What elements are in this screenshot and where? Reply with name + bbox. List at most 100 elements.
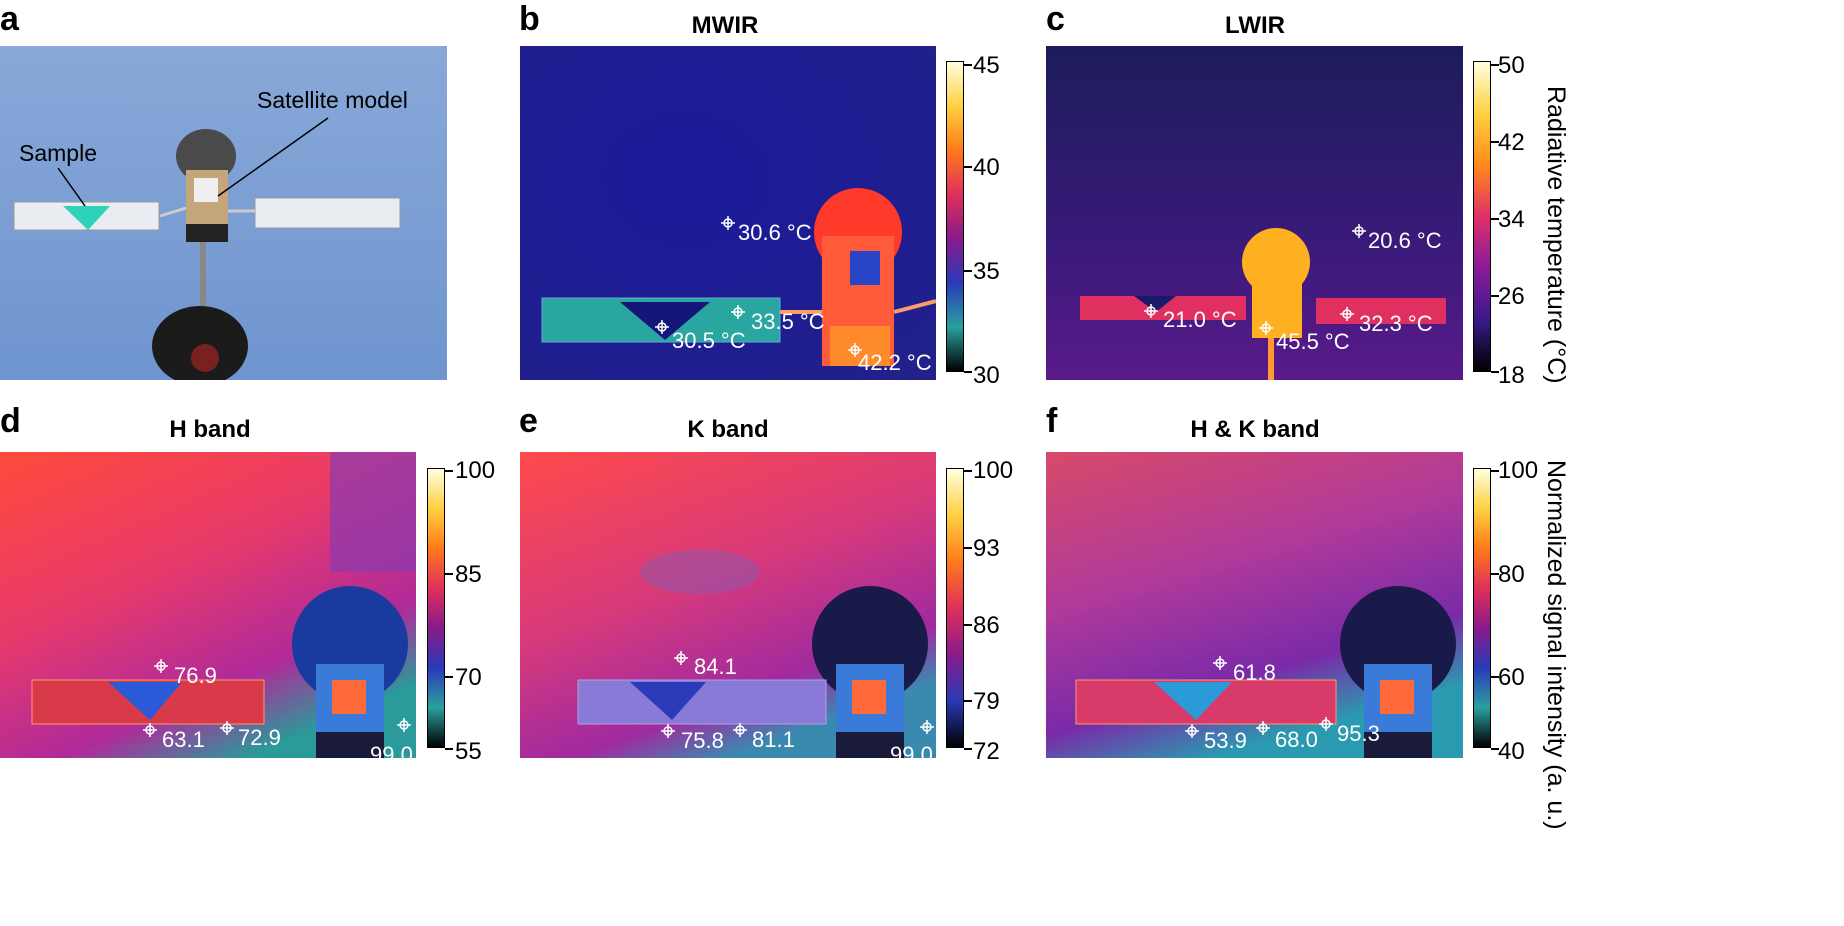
tick-label: 30	[973, 362, 1000, 389]
tick-mark	[964, 748, 972, 750]
value-annotation: 81.1	[752, 727, 795, 752]
tick-mark	[964, 547, 972, 549]
colorbar-h-band	[427, 468, 445, 748]
crosshair-icon	[1144, 304, 1158, 318]
crosshair-icon	[1340, 307, 1354, 321]
tick-mark	[964, 700, 972, 702]
tick-label: 86	[973, 612, 1000, 639]
colorbar-mwir	[946, 61, 964, 372]
value-annotation: 84.1	[694, 654, 737, 679]
tick-label: 72	[973, 738, 1000, 765]
tick-label: 34	[1498, 206, 1525, 233]
temp-annotation: 21.0 °C	[1163, 307, 1237, 332]
h-band-image	[0, 452, 416, 758]
colorbar-label-temperature: Radiative temperature (°C)	[1542, 86, 1570, 384]
tick-mark	[1491, 64, 1499, 66]
panel-title-c: LWIR	[1225, 12, 1285, 39]
crosshair-icon	[661, 724, 675, 738]
lwir-image	[1046, 46, 1463, 380]
tick-mark	[1491, 218, 1499, 220]
tick-label: 70	[455, 664, 482, 691]
tick-mark	[964, 371, 972, 373]
crosshair-icon	[143, 723, 157, 737]
temp-annotation: 30.6 °C	[738, 220, 812, 245]
panel-title-d: H band	[169, 416, 251, 443]
tick-mark	[1491, 573, 1499, 575]
crosshair-icon	[655, 320, 669, 334]
tick-mark	[1491, 676, 1499, 678]
tick-mark	[964, 470, 972, 472]
colorbar-label-signal: Normalized signal intensity (a. u.)	[1542, 460, 1570, 830]
crosshair-icon	[1256, 721, 1270, 735]
panel-label-b: b	[519, 0, 540, 38]
crosshair-icon	[397, 718, 411, 732]
crosshair-icon	[1213, 656, 1227, 670]
tick-label: 60	[1498, 664, 1525, 691]
crosshair-icon	[1352, 224, 1366, 238]
value-annotation: 68.0	[1275, 727, 1318, 752]
tick-mark	[445, 748, 453, 750]
tick-label: 40	[1498, 738, 1525, 765]
temp-annotation: 42.2 °C	[858, 350, 932, 375]
panel-label-e: e	[519, 402, 538, 440]
satellite-photo: Sample Satellite model	[0, 46, 447, 380]
colorbar-k-band	[946, 468, 964, 748]
panel-label-d: d	[0, 402, 21, 440]
value-annotation: 75.8	[681, 728, 724, 753]
tick-mark	[964, 270, 972, 272]
tick-label: 18	[1498, 362, 1525, 389]
tick-label: 79	[973, 688, 1000, 715]
tick-mark	[445, 470, 453, 472]
tick-label: 100	[455, 457, 496, 484]
tick-label: 40	[973, 154, 1000, 181]
value-annotation: 63.1	[162, 727, 205, 752]
tick-mark	[964, 166, 972, 168]
tick-label: 26	[1498, 283, 1525, 310]
tick-label: 45	[973, 52, 1000, 79]
tick-mark	[1491, 470, 1499, 472]
crosshair-icon	[731, 305, 745, 319]
crosshair-icon	[154, 659, 168, 673]
tick-mark	[445, 676, 453, 678]
panel-title-e: K band	[687, 416, 769, 443]
crosshair-icon	[674, 651, 688, 665]
tick-mark	[964, 64, 972, 66]
value-annotation: 61.8	[1233, 660, 1276, 685]
panel-title-f: H & K band	[1190, 416, 1320, 443]
tick-label: 100	[1498, 457, 1539, 484]
value-annotation: 95.3	[1337, 721, 1380, 746]
temp-annotation: 45.5 °C	[1276, 329, 1350, 354]
h-k-band-image	[1046, 452, 1463, 758]
tick-label: 80	[1498, 561, 1525, 588]
panel-label-c: c	[1046, 0, 1065, 38]
tick-mark	[445, 573, 453, 575]
crosshair-icon	[220, 721, 234, 735]
tick-mark	[1491, 371, 1499, 373]
crosshair-icon	[721, 216, 735, 230]
crosshair-icon	[848, 343, 862, 357]
colorbar-lwir	[1473, 61, 1491, 372]
tick-label: 55	[455, 738, 482, 765]
crosshair-icon	[1185, 724, 1199, 738]
tick-mark	[1491, 748, 1499, 750]
crosshair-icon	[1259, 321, 1273, 335]
panel-title-b: MWIR	[691, 12, 759, 39]
temp-annotation: 20.6 °C	[1368, 228, 1442, 253]
tick-label: 35	[973, 258, 1000, 285]
tick-mark	[1491, 295, 1499, 297]
tick-label: 100	[973, 457, 1014, 484]
k-band-image	[520, 452, 936, 758]
crosshair-icon	[1319, 717, 1333, 731]
value-annotation: 99.0	[370, 742, 413, 767]
satellite-callout: Satellite model	[257, 87, 408, 113]
value-annotation: 76.9	[174, 663, 217, 688]
temp-annotation: 33.5 °C	[751, 309, 825, 334]
tick-label: 93	[973, 535, 1000, 562]
panel-label-a: a	[0, 0, 19, 38]
sample-callout: Sample	[19, 140, 97, 166]
value-annotation: 99.0	[890, 742, 933, 767]
colorbar-h-k-band	[1473, 468, 1491, 748]
value-annotation: 53.9	[1204, 728, 1247, 753]
tick-mark	[1491, 141, 1499, 143]
tick-label: 85	[455, 561, 482, 588]
